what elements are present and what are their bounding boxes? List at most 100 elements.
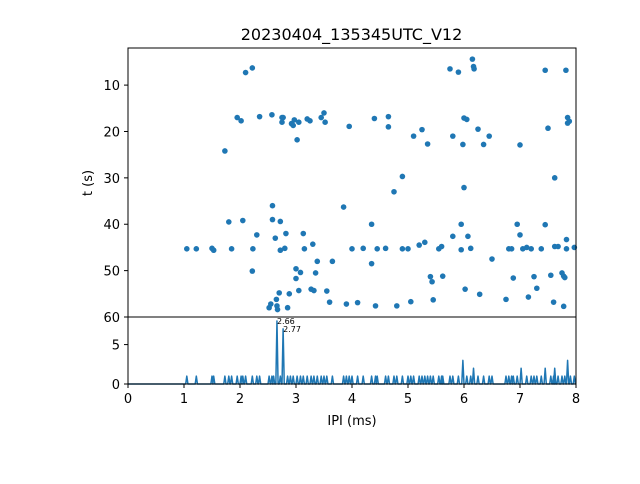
scatter-point	[538, 246, 545, 252]
scatter-point	[297, 269, 304, 276]
top-y-tick-label: 10	[103, 79, 120, 94]
scatter-point	[283, 230, 289, 237]
scatter-point	[307, 118, 313, 124]
scatter-point	[555, 243, 561, 250]
scatter-point	[374, 246, 381, 252]
scatter-point	[250, 246, 256, 252]
scatter-point	[486, 133, 493, 139]
scatter-point	[525, 294, 532, 300]
scatter-point	[534, 285, 540, 292]
scatter-point	[321, 110, 327, 116]
scatter-point	[293, 275, 299, 282]
scatter-point	[249, 268, 256, 274]
scatter-point	[408, 298, 414, 305]
scatter-point	[562, 274, 568, 281]
scatter-point	[277, 218, 284, 225]
x-tick-label: 1	[180, 392, 188, 407]
top-y-tick-label: 40	[103, 218, 120, 233]
scatter-point	[228, 246, 235, 252]
scatter-point	[301, 246, 308, 252]
scatter-point	[312, 270, 319, 276]
scatter-point	[314, 258, 321, 265]
bottom-x-axis: 0 1 2 3 4 5 6 7 8	[124, 384, 580, 407]
scatter-point	[458, 246, 465, 253]
scatter-point	[450, 233, 456, 240]
scatter-point	[371, 115, 378, 122]
scatter-point	[469, 56, 476, 62]
scatter-point	[372, 303, 379, 309]
scatter-point	[280, 114, 286, 121]
scatter-point	[503, 296, 509, 303]
scatter-point	[184, 246, 190, 252]
scatter-point	[550, 299, 557, 305]
peak-label: 2.77	[283, 325, 301, 334]
scatter-point	[424, 141, 431, 147]
x-tick-label: 2	[236, 392, 244, 407]
scatter-point	[460, 141, 466, 148]
scatter-point	[294, 137, 300, 143]
scatter-point	[476, 291, 483, 298]
scatter-point	[290, 122, 297, 129]
scatter-point	[222, 148, 228, 154]
scatter-point	[368, 221, 375, 228]
x-tick-label: 7	[516, 392, 524, 407]
scatter-point	[253, 232, 260, 238]
scatter-point	[450, 133, 456, 139]
scatter-point	[296, 287, 302, 294]
scatter-point	[234, 114, 240, 121]
scatter-point	[405, 246, 411, 252]
scatter-point	[514, 221, 520, 228]
scatter-point	[310, 241, 316, 247]
scatter-point	[517, 232, 523, 238]
scatter-point	[399, 173, 406, 180]
scatter-point	[329, 258, 336, 265]
bottom-peak-annotations: 2.662.77	[277, 317, 301, 334]
scatter-point	[284, 304, 291, 311]
scatter-point	[429, 278, 435, 285]
scatter-point	[464, 116, 470, 123]
top-y-tick-label: 50	[103, 265, 120, 280]
bottom-plot-frame	[127, 316, 577, 385]
scatter-point	[269, 111, 275, 118]
scatter-point	[419, 126, 425, 133]
scatter-point	[340, 204, 347, 210]
bottom-x-axis-label: IPI (ms)	[327, 414, 376, 429]
scatter-point	[551, 175, 558, 181]
scatter-point	[563, 67, 569, 74]
scatter-point	[399, 246, 406, 252]
scatter-point	[545, 125, 551, 132]
scatter-point	[354, 299, 361, 306]
scatter-point	[324, 288, 330, 294]
top-y-axis: 10 20 30 40 50 60	[103, 79, 128, 326]
scatter-point	[508, 246, 515, 252]
scatter-point	[282, 245, 288, 252]
scatter-point	[548, 272, 554, 279]
scatter-point	[322, 119, 328, 126]
scatter-point	[238, 118, 244, 124]
scatter-point	[349, 246, 355, 252]
scatter-point	[458, 221, 465, 228]
scatter-point	[410, 133, 417, 139]
scatter-point	[273, 296, 280, 303]
scatter-point	[242, 69, 249, 76]
scatter-point	[430, 297, 437, 303]
scatter-point	[542, 67, 548, 74]
top-y-tick-label: 20	[103, 125, 120, 140]
scatter-point	[531, 273, 537, 280]
scatter-point	[269, 216, 276, 223]
scatter-point	[563, 236, 570, 243]
scatter-point	[455, 69, 462, 75]
x-tick-label: 4	[348, 392, 356, 407]
scatter-point	[240, 217, 246, 224]
scatter-point	[249, 65, 256, 71]
scatter-point	[391, 188, 397, 195]
scatter-point	[300, 230, 307, 237]
scatter-point	[210, 247, 217, 254]
chart-title: 20230404_135345UTC_V12	[241, 25, 463, 45]
top-scatter-marks	[184, 56, 578, 313]
scatter-point	[296, 119, 302, 126]
scatter-point	[274, 306, 281, 313]
scatter-point	[326, 299, 333, 305]
scatter-point	[467, 245, 474, 252]
